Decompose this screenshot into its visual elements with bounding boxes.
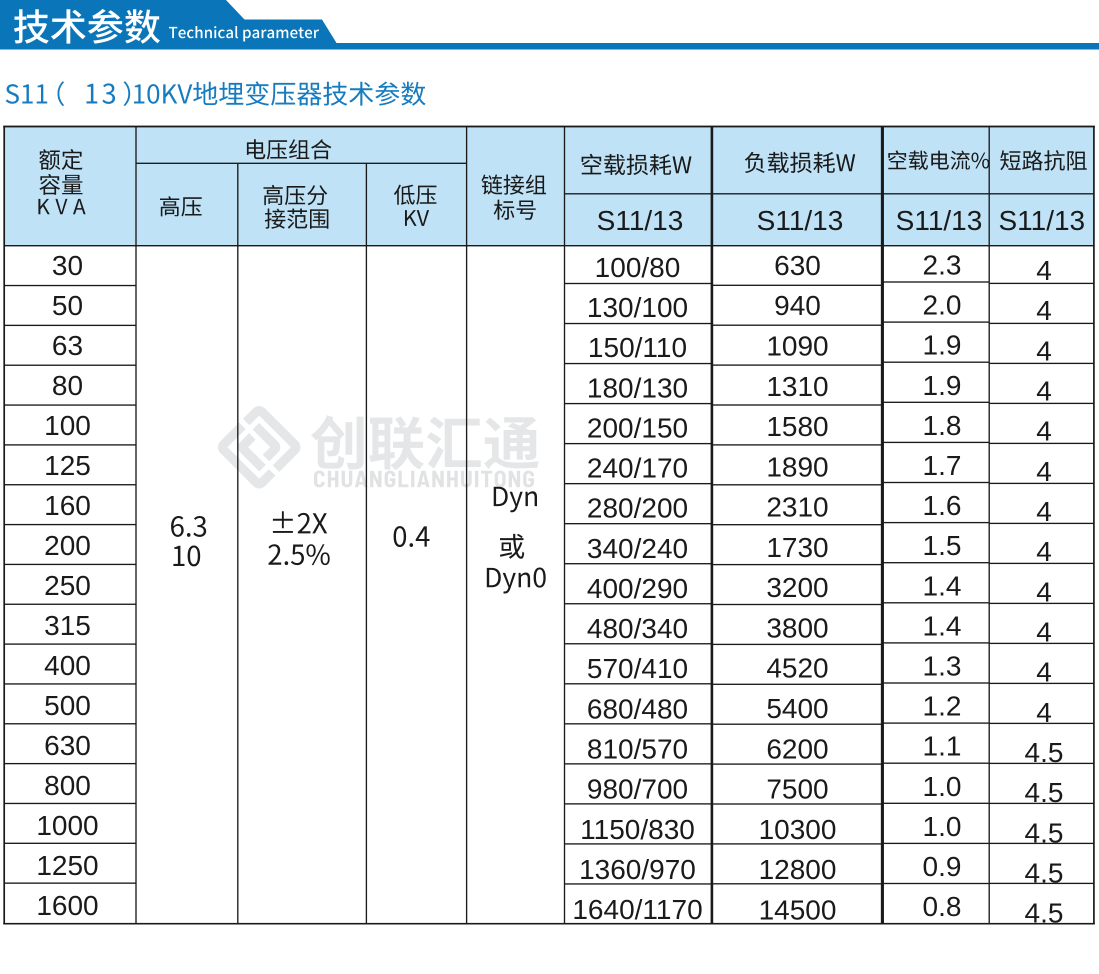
svg-text:1.2: 1.2 (923, 691, 962, 722)
svg-text:180/130: 180/130 (587, 372, 688, 403)
svg-text:340/240: 340/240 (587, 533, 688, 564)
svg-text:S11/13: S11/13 (597, 205, 684, 236)
svg-text:100/80: 100/80 (595, 252, 681, 283)
svg-text:1890: 1890 (766, 451, 828, 482)
svg-text:4.5: 4.5 (1025, 817, 1064, 848)
svg-text:4: 4 (1036, 617, 1052, 648)
svg-text:680/480: 680/480 (587, 693, 688, 724)
svg-text:4: 4 (1036, 456, 1052, 487)
svg-text:200/150: 200/150 (587, 413, 688, 444)
svg-text:1.9: 1.9 (923, 370, 962, 401)
svg-text:30: 30 (52, 250, 83, 281)
svg-text:4.5: 4.5 (1025, 858, 1064, 889)
svg-text:1640/1170: 1640/1170 (572, 894, 702, 925)
svg-text:3200: 3200 (766, 572, 828, 603)
svg-text:S11/13: S11/13 (896, 205, 983, 236)
svg-text:4520: 4520 (766, 653, 828, 684)
svg-text:1.8: 1.8 (923, 410, 962, 441)
svg-text:12800: 12800 (759, 854, 837, 885)
svg-text:4.5: 4.5 (1025, 777, 1064, 808)
svg-text:800: 800 (44, 770, 91, 801)
svg-text:125: 125 (44, 450, 91, 481)
svg-text:0.8: 0.8 (923, 891, 962, 922)
svg-text:480/340: 480/340 (587, 613, 688, 644)
svg-text:1.4: 1.4 (923, 610, 962, 641)
svg-text:4: 4 (1036, 697, 1052, 728)
svg-text:6200: 6200 (766, 733, 828, 764)
svg-text:940: 940 (774, 290, 821, 321)
svg-text:400/290: 400/290 (587, 573, 688, 604)
svg-text:4: 4 (1036, 375, 1052, 406)
svg-text:1.9: 1.9 (923, 330, 962, 361)
svg-text:315: 315 (44, 610, 91, 641)
svg-text:1.7: 1.7 (923, 450, 962, 481)
svg-text:400: 400 (44, 650, 91, 681)
svg-text:630: 630 (774, 250, 821, 281)
svg-text:1090: 1090 (766, 331, 828, 362)
svg-text:280/200: 280/200 (587, 493, 688, 524)
svg-text:500: 500 (44, 690, 91, 721)
svg-text:2.3: 2.3 (923, 250, 962, 281)
svg-text:1.6: 1.6 (923, 490, 962, 521)
svg-text:4: 4 (1036, 657, 1052, 688)
svg-text:4: 4 (1036, 496, 1052, 527)
svg-text:50: 50 (52, 290, 83, 321)
svg-text:1580: 1580 (766, 411, 828, 442)
svg-text:1.4: 1.4 (923, 570, 962, 601)
svg-text:80: 80 (52, 370, 83, 401)
svg-text:10300: 10300 (759, 814, 837, 845)
svg-text:S11/13: S11/13 (998, 205, 1085, 236)
svg-text:4.5: 4.5 (1025, 898, 1064, 929)
svg-text:150/110: 150/110 (588, 332, 687, 363)
svg-text:130/100: 130/100 (587, 292, 688, 323)
svg-text:1000: 1000 (36, 810, 98, 841)
svg-text:2.0: 2.0 (923, 290, 962, 321)
svg-text:1150/830: 1150/830 (580, 814, 695, 845)
svg-text:1.0: 1.0 (923, 811, 962, 842)
svg-text:1.1: 1.1 (923, 731, 962, 762)
svg-text:1360/970: 1360/970 (579, 854, 696, 885)
svg-text:1600: 1600 (36, 890, 98, 921)
svg-text:5400: 5400 (766, 693, 828, 724)
svg-text:250: 250 (44, 570, 91, 601)
svg-text:0.9: 0.9 (923, 851, 962, 882)
svg-text:810/570: 810/570 (587, 734, 688, 765)
svg-text:S11/13: S11/13 (757, 205, 844, 236)
svg-text:1.0: 1.0 (923, 771, 962, 802)
svg-text:4: 4 (1036, 536, 1052, 567)
svg-text:1730: 1730 (766, 532, 828, 563)
svg-text:4: 4 (1036, 416, 1052, 447)
svg-text:7500: 7500 (766, 774, 828, 805)
svg-text:63: 63 (52, 330, 83, 361)
svg-text:4: 4 (1036, 335, 1052, 366)
svg-text:1310: 1310 (766, 371, 828, 402)
svg-text:100: 100 (44, 410, 91, 441)
svg-text:200: 200 (44, 530, 91, 561)
svg-text:1.5: 1.5 (923, 530, 962, 561)
svg-text:1.3: 1.3 (923, 651, 962, 682)
svg-text:14500: 14500 (759, 894, 837, 925)
svg-text:4.5: 4.5 (1025, 737, 1064, 768)
svg-text:570/410: 570/410 (587, 653, 688, 684)
svg-text:4: 4 (1036, 576, 1052, 607)
svg-text:2310: 2310 (766, 492, 828, 523)
svg-text:1250: 1250 (36, 850, 98, 881)
svg-text:4: 4 (1036, 295, 1052, 326)
svg-text:240/170: 240/170 (587, 453, 688, 484)
svg-text:160: 160 (44, 490, 91, 521)
svg-text:980/700: 980/700 (587, 774, 688, 805)
svg-text:4: 4 (1036, 255, 1052, 286)
svg-text:3800: 3800 (766, 613, 828, 644)
svg-text:630: 630 (44, 730, 91, 761)
